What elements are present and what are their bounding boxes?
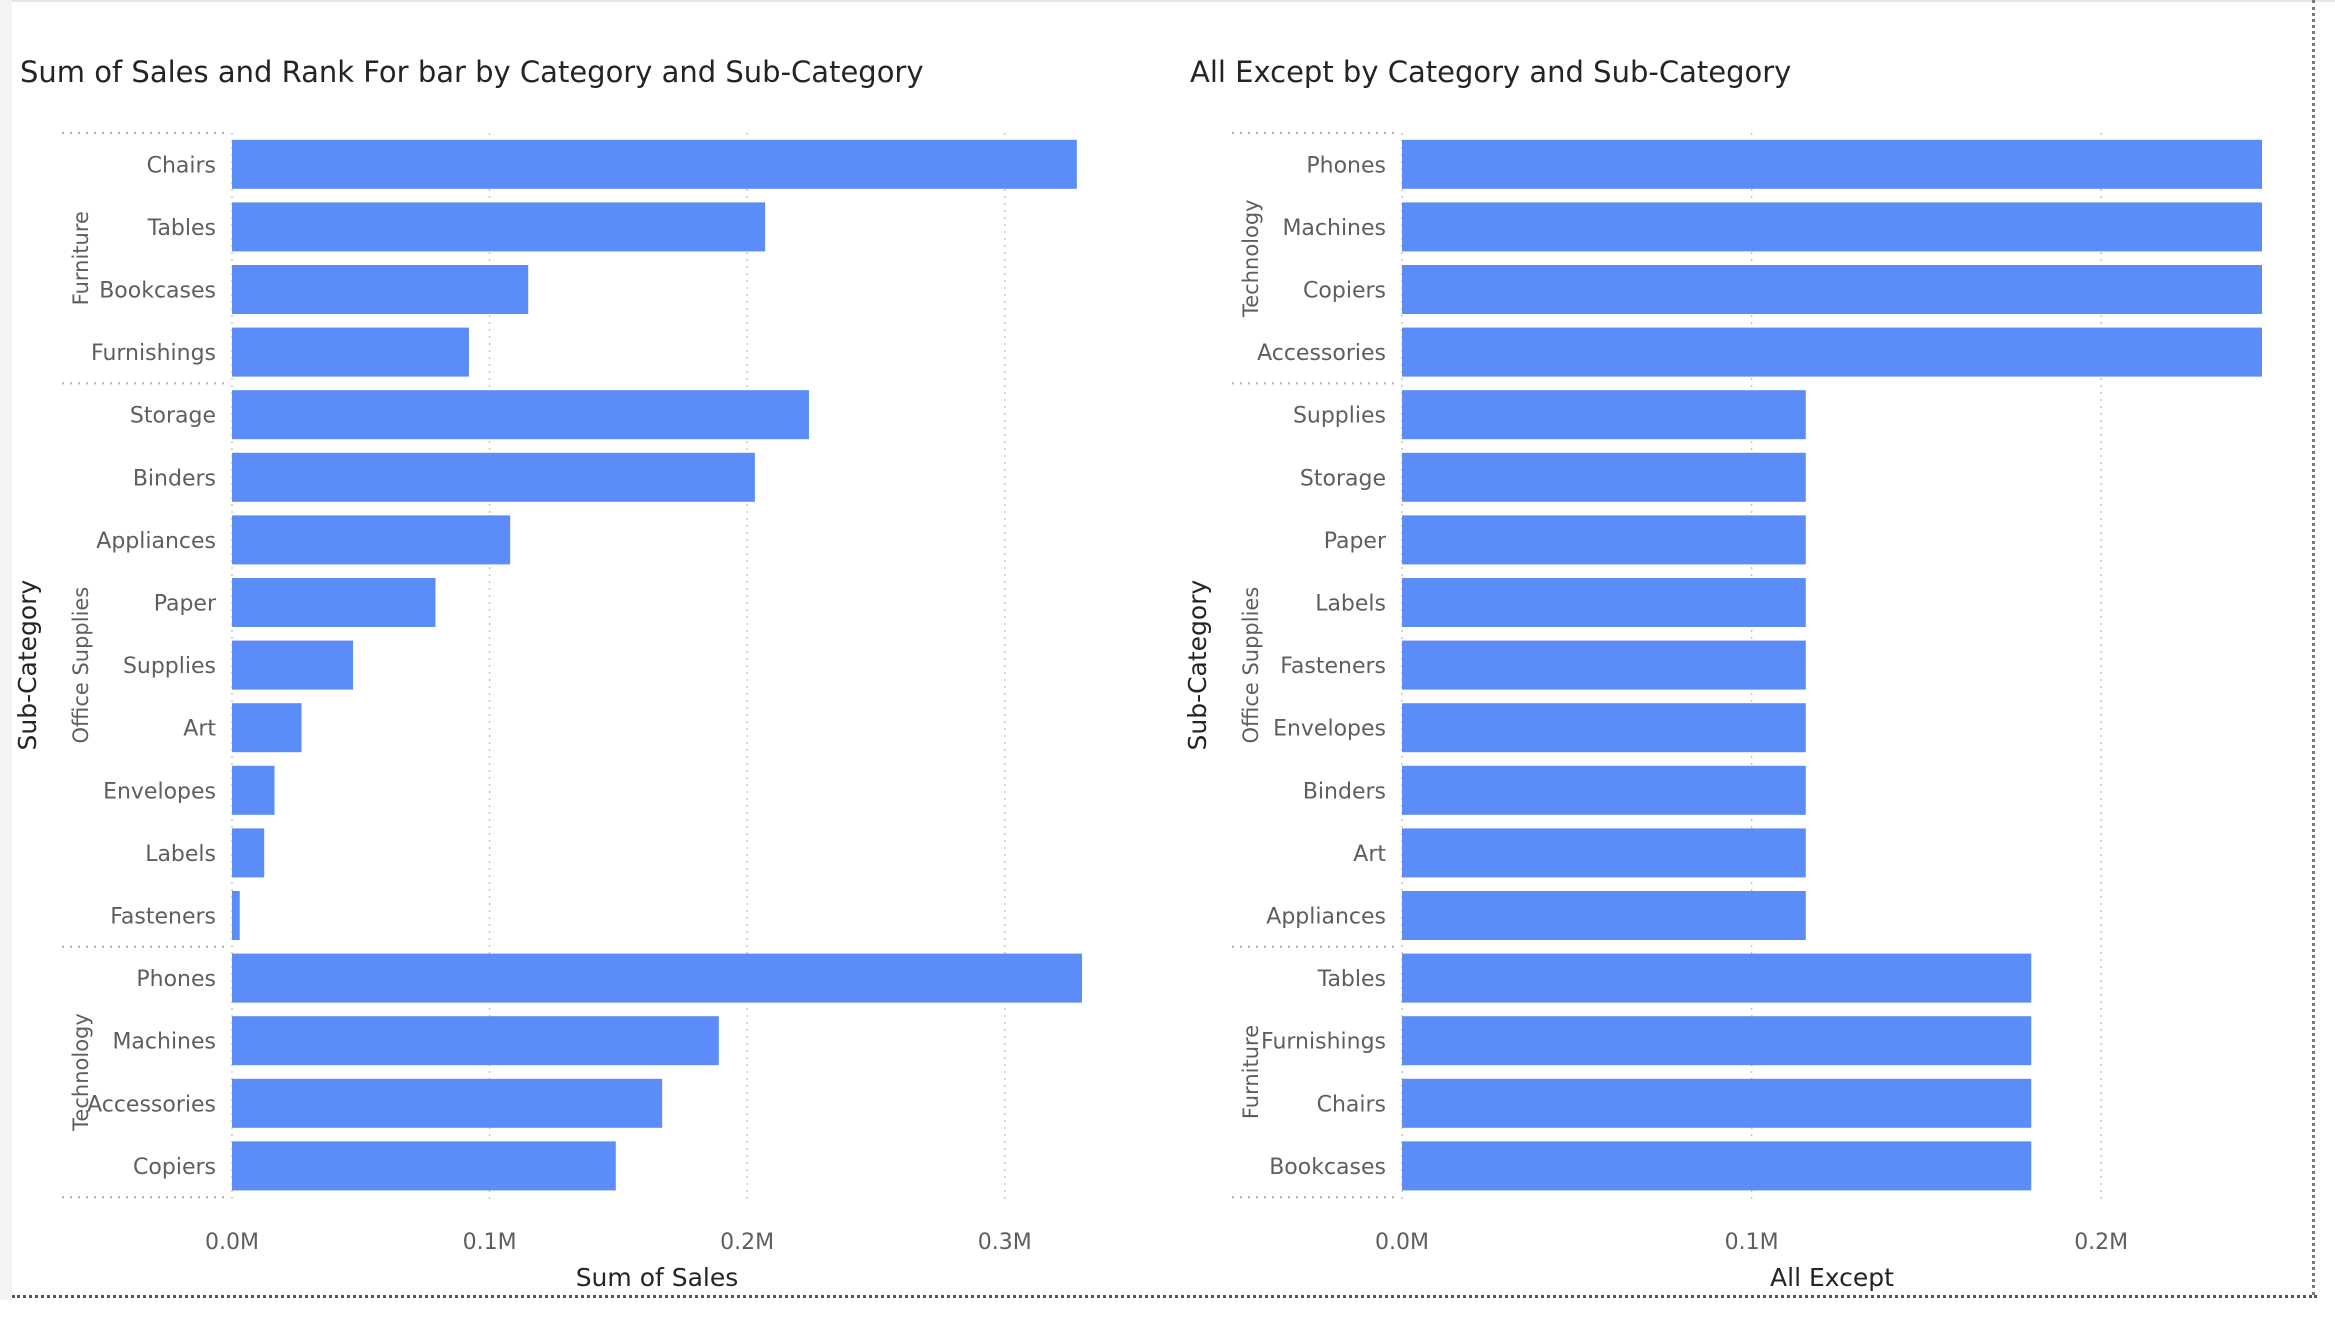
x-tick-label: 0.0M bbox=[1375, 1230, 1429, 1255]
x-tick-label: 0.2M bbox=[2074, 1230, 2128, 1255]
subcategory-label: Storage bbox=[130, 404, 216, 429]
bar[interactable] bbox=[1402, 202, 2262, 252]
bar[interactable] bbox=[232, 578, 436, 627]
bar[interactable] bbox=[1402, 1016, 2032, 1066]
bar[interactable] bbox=[232, 452, 755, 502]
bar[interactable] bbox=[1402, 953, 2032, 1003]
bar[interactable] bbox=[1402, 703, 1806, 753]
subcategory-label: Art bbox=[1353, 842, 1386, 867]
subcategory-label: Machines bbox=[112, 1030, 216, 1055]
category-label: Office Supplies bbox=[1239, 587, 1263, 744]
bar[interactable] bbox=[232, 891, 240, 940]
subcategory-label: Furnishings bbox=[1261, 1030, 1386, 1055]
subcategory-label: Labels bbox=[145, 842, 216, 867]
subcategory-label: Envelopes bbox=[1273, 717, 1386, 742]
subcategory-label: Copiers bbox=[1303, 279, 1386, 304]
bar[interactable] bbox=[232, 640, 354, 690]
bar[interactable] bbox=[1402, 515, 1806, 565]
bar[interactable] bbox=[232, 953, 1082, 1003]
category-label: Technology bbox=[69, 1013, 93, 1132]
bar[interactable] bbox=[1402, 452, 1806, 502]
left-border bbox=[0, 0, 12, 1300]
bar[interactable] bbox=[232, 515, 511, 565]
x-tick-label: 0.2M bbox=[720, 1230, 774, 1255]
bar[interactable] bbox=[232, 139, 1077, 189]
subcategory-label: Phones bbox=[136, 967, 216, 992]
x-tick-label: 0.0M bbox=[205, 1230, 259, 1255]
subcategory-label: Chairs bbox=[147, 153, 216, 178]
bar[interactable] bbox=[232, 265, 529, 314]
bar[interactable] bbox=[232, 202, 766, 252]
bar[interactable] bbox=[232, 327, 469, 377]
bar[interactable] bbox=[1402, 578, 1806, 627]
x-tick-label: 0.3M bbox=[978, 1230, 1032, 1255]
bar[interactable] bbox=[232, 1016, 719, 1066]
bar[interactable] bbox=[232, 703, 302, 753]
subcategory-label: Fasteners bbox=[1280, 654, 1386, 679]
category-label: Office Supplies bbox=[69, 587, 93, 744]
bar[interactable] bbox=[232, 1141, 616, 1191]
bar[interactable] bbox=[232, 1078, 663, 1128]
subcategory-label: Paper bbox=[154, 592, 217, 617]
bar[interactable] bbox=[1402, 327, 2262, 377]
bar[interactable] bbox=[232, 765, 275, 815]
subcategory-label: Accessories bbox=[1257, 341, 1386, 366]
sales-bar-chart-visual[interactable]: Sum of Sales and Rank For bar by Categor… bbox=[0, 0, 1170, 1292]
subcategory-label: Storage bbox=[1300, 466, 1386, 491]
subcategory-label: Tables bbox=[1317, 967, 1386, 992]
bar[interactable] bbox=[1402, 640, 1806, 690]
bar[interactable] bbox=[1402, 139, 2262, 189]
subcategory-label: Bookcases bbox=[99, 279, 216, 304]
subcategory-label: Copiers bbox=[133, 1155, 216, 1180]
bar[interactable] bbox=[1402, 1078, 2032, 1128]
x-axis-title: All Except bbox=[1770, 1263, 1894, 1292]
subcategory-label: Binders bbox=[133, 466, 216, 491]
category-label: Furniture bbox=[1239, 1025, 1263, 1119]
sales-bar-chart-svg: 0.0M 0.1M 0.2M 0.3MChairsTablesBookcasesFur… bbox=[13, 132, 1082, 1292]
x-tick-label: 0.1M bbox=[1725, 1230, 1779, 1255]
subcategory-label: Appliances bbox=[96, 529, 216, 554]
bar[interactable] bbox=[1402, 265, 2262, 314]
subcategory-label: Envelopes bbox=[103, 779, 216, 804]
subcategory-label: Tables bbox=[147, 216, 216, 241]
subcategory-label: Art bbox=[183, 717, 216, 742]
chart-title: All Except by Category and Sub-Category bbox=[1190, 55, 1792, 89]
subcategory-label: Accessories bbox=[87, 1092, 216, 1117]
y-axis-title: Sub-Category bbox=[1183, 580, 1212, 751]
subcategory-label: Labels bbox=[1315, 592, 1386, 617]
subcategory-label: Binders bbox=[1303, 779, 1386, 804]
subcategory-label: Supplies bbox=[1293, 404, 1386, 429]
bar[interactable] bbox=[1402, 390, 1806, 440]
all-except-bar-chart-visual[interactable]: All Except by Category and Sub-Category … bbox=[1170, 0, 2310, 1292]
subcategory-label: Appliances bbox=[1266, 905, 1386, 930]
subcategory-label: Supplies bbox=[123, 654, 216, 679]
chart-title: Sum of Sales and Rank For bar by Categor… bbox=[20, 55, 924, 89]
y-axis-title: Sub-Category bbox=[13, 580, 42, 751]
bar[interactable] bbox=[1402, 828, 1806, 878]
category-label: Furniture bbox=[69, 211, 93, 305]
bar[interactable] bbox=[1402, 1141, 2032, 1191]
right-dotted-border bbox=[2312, 0, 2315, 1295]
subcategory-label: Fasteners bbox=[110, 905, 216, 930]
bar[interactable] bbox=[1402, 765, 1806, 815]
x-tick-label: 0.1M bbox=[463, 1230, 517, 1255]
bar[interactable] bbox=[1402, 891, 1806, 940]
subcategory-label: Chairs bbox=[1317, 1092, 1386, 1117]
subcategory-label: Bookcases bbox=[1269, 1155, 1386, 1180]
bottom-dotted-border bbox=[12, 1295, 2317, 1298]
subcategory-label: Phones bbox=[1306, 153, 1386, 178]
subcategory-label: Furnishings bbox=[91, 341, 216, 366]
bar[interactable] bbox=[232, 828, 265, 878]
category-label: Technology bbox=[1239, 199, 1263, 318]
bar[interactable] bbox=[232, 390, 809, 440]
x-axis-title: Sum of Sales bbox=[576, 1263, 739, 1292]
all-except-bar-chart-svg: 0.0M 0.1M 0.2M Phones Machines Copiers Accesso… bbox=[1183, 132, 2262, 1292]
top-border bbox=[0, 0, 2335, 2]
subcategory-label: Paper bbox=[1324, 529, 1387, 554]
subcategory-label: Machines bbox=[1282, 216, 1386, 241]
